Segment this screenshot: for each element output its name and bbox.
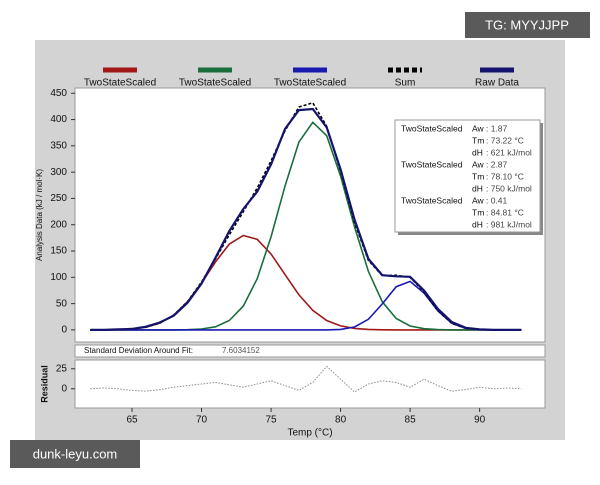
watermark-box: [10, 440, 140, 468]
residual-area: [74, 359, 546, 409]
series-line: [90, 107, 522, 331]
component-name: TwoStateScaled: [401, 159, 463, 169]
param-value: : 2.87: [486, 159, 508, 169]
y-tick-label: 0: [61, 325, 67, 336]
param-label: Aw: [472, 195, 485, 205]
param-label: Aw: [472, 159, 485, 169]
param-value: : 84.81 °C: [486, 207, 524, 217]
y-tick-label: 0: [61, 383, 67, 394]
legend-label: Sum: [395, 78, 416, 89]
y-tick-label: 50: [56, 298, 68, 309]
param-label: Aw: [472, 123, 485, 133]
param-label: dH: [472, 183, 483, 193]
y-tick-label: 300: [50, 167, 67, 178]
legend-label: TwoStateScaled: [179, 78, 251, 89]
y-tick-label: 100: [50, 272, 67, 283]
watermark: TG: MYYJJPP: [485, 17, 569, 32]
box: [394, 119, 541, 233]
x-axis-title: Temp (°C): [287, 428, 332, 439]
y-tick-label: 350: [50, 140, 67, 151]
param-label: dH: [472, 219, 483, 229]
component-name: TwoStateScaled: [401, 123, 463, 133]
y-tick-label: 400: [50, 114, 67, 125]
x-tick-label: 90: [474, 415, 486, 426]
watermark-box: [465, 12, 590, 38]
param-value: : 621 kJ/mol: [486, 147, 532, 157]
param-value: : 750 kJ/mol: [486, 183, 532, 193]
x-tick-label: 70: [196, 415, 208, 426]
param-value: : 1.87: [486, 123, 508, 133]
component-name: TwoStateScaled: [401, 195, 463, 205]
x-tick-label: 65: [126, 415, 138, 426]
x-tick-label: 75: [266, 415, 278, 426]
series-line: [90, 365, 522, 393]
x-tick-label: 85: [405, 415, 417, 426]
fit-box: [74, 344, 546, 358]
components-box: [394, 119, 543, 235]
y-tick-label: 200: [50, 219, 67, 230]
x-tick-label: 80: [335, 415, 347, 426]
legend-label: Raw Data: [475, 78, 519, 89]
param-value: : 0.41: [486, 195, 508, 205]
y-tick-label: 25: [56, 363, 68, 374]
y-tick-label: 150: [50, 246, 67, 257]
y-tick-label: 250: [50, 193, 67, 204]
param-value: : 981 kJ/mol: [486, 219, 532, 229]
param-label: Tm: [472, 207, 484, 217]
param-label: Tm: [472, 135, 484, 145]
fit-value: 7.6034152: [222, 346, 260, 355]
param-label: Tm: [472, 171, 484, 181]
param-value: : 73.22 °C: [486, 135, 524, 145]
legend-label: TwoStateScaled: [274, 78, 346, 89]
y-axis-title: Residual: [39, 365, 49, 403]
y-tick-label: 450: [50, 88, 67, 99]
fit-label: Standard Deviation Around Fit:: [84, 346, 193, 355]
param-value: : 78.10 °C: [486, 171, 524, 181]
param-label: dH: [472, 147, 483, 157]
watermark: dunk-leyu.com: [33, 446, 118, 461]
legend-label: TwoStateScaled: [84, 78, 156, 89]
y-axis-title: Analysis Data (kJ / mol·K): [35, 169, 44, 261]
